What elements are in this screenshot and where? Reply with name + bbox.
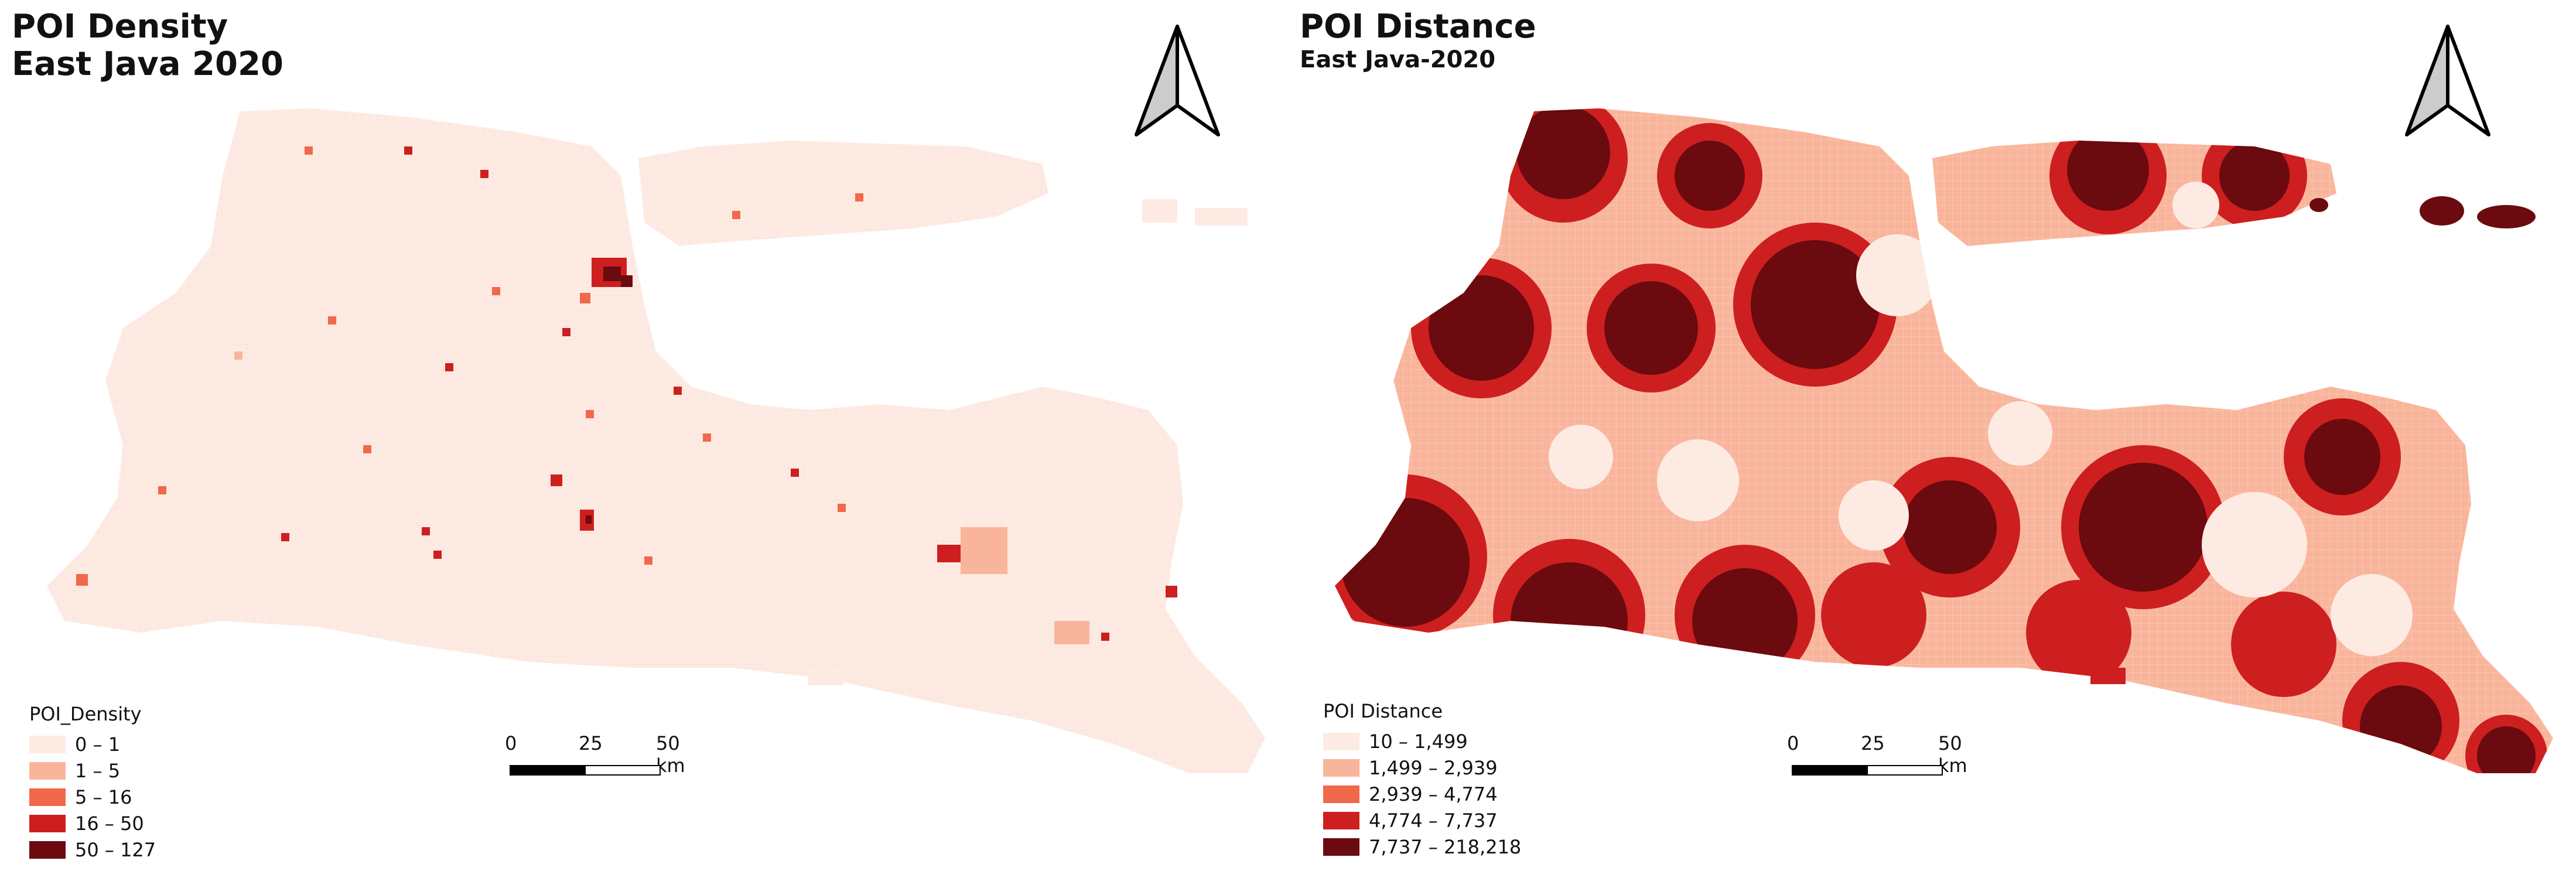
poi-density-panel: POI Density East Java 2020 POI_Density 0…	[12, 8, 1265, 863]
legend-title: POI Distance	[1323, 700, 1443, 722]
legend-swatch	[29, 788, 66, 806]
small-island	[808, 668, 843, 685]
legend-label: 4,774 – 7,737	[1369, 809, 1498, 832]
legend: POI_Density 0 – 1 1 – 5 5 – 16 16 – 50 5…	[29, 703, 156, 863]
scale-label-0: 0	[1787, 732, 1799, 754]
legend-swatch	[1323, 732, 1359, 750]
east-java-mainland	[47, 108, 1265, 773]
north-arrow-icon	[2404, 23, 2492, 141]
scale-bar: 0 25 50 km	[1787, 732, 1967, 797]
legend-label: 2,939 – 4,774	[1369, 783, 1498, 805]
legend-swatch	[29, 814, 66, 832]
scale-segment-light	[585, 765, 661, 776]
legend-swatch	[1323, 759, 1359, 777]
legend-label: 1,499 – 2,939	[1369, 756, 1498, 779]
density-cells	[76, 146, 1177, 644]
legend-item: 5 – 16	[29, 784, 156, 810]
north-arrow-icon	[1133, 23, 1221, 141]
legend: POI Distance 10 – 1,499 1,499 – 2,939 2,…	[1323, 700, 1521, 860]
map-title: POI Density East Java 2020	[12, 8, 283, 83]
scale-segment-dark	[510, 765, 586, 776]
legend-item: 1,499 – 2,939	[1323, 754, 1521, 781]
poi-density-map	[47, 108, 1265, 773]
small-island	[1195, 208, 1248, 226]
legend-label: 50 – 127	[75, 838, 156, 861]
legend-label: 7,737 – 218,218	[1369, 835, 1522, 858]
title-line-2: East Java 2020	[12, 45, 283, 83]
legend-item: 10 – 1,499	[1323, 728, 1521, 754]
title-line-1: POI Distance	[1300, 8, 1536, 46]
scale-bar: 0 25 50 km	[505, 732, 685, 797]
scale-label-50: 50 km	[1938, 732, 1967, 777]
legend-swatch	[29, 761, 66, 780]
scale-label-25: 25	[579, 732, 603, 754]
legend-swatch	[29, 841, 66, 859]
legend-swatch	[1323, 785, 1359, 803]
legend-item: 7,737 – 218,218	[1323, 834, 1521, 860]
legend-item: 0 – 1	[29, 731, 156, 757]
legend-item: 50 – 127	[29, 836, 156, 863]
scale-segment-light	[1867, 765, 1943, 776]
legend-title: POI_Density	[29, 703, 142, 725]
legend-label: 5 – 16	[75, 785, 132, 808]
legend-item: 2,939 – 4,774	[1323, 781, 1521, 807]
small-island	[1142, 199, 1177, 223]
madura-island	[638, 141, 1048, 246]
legend-label: 10 – 1,499	[1369, 730, 1468, 753]
distance-islands	[2090, 196, 2536, 684]
legend-swatch	[1323, 811, 1359, 829]
poi-distance-map	[1335, 108, 2553, 773]
legend-label: 1 – 5	[75, 759, 121, 782]
legend-swatch	[1323, 838, 1359, 856]
title-line-2: East Java-2020	[1300, 46, 1496, 73]
legend-label: 16 – 50	[75, 812, 144, 835]
legend-swatch	[29, 735, 66, 753]
legend-item: 1 – 5	[29, 757, 156, 784]
scale-label-0: 0	[505, 732, 517, 754]
title-line-1: POI Density	[12, 8, 228, 46]
scale-label-25: 25	[1861, 732, 1885, 754]
scale-label-50: 50 km	[656, 732, 685, 777]
legend-label: 0 – 1	[75, 733, 121, 756]
legend-item: 4,774 – 7,737	[1323, 807, 1521, 834]
map-title: POI Distance East Java-2020	[1300, 8, 1536, 74]
poi-distance-panel: POI Distance East Java-2020 POI Distance…	[1288, 0, 2576, 888]
legend-item: 16 – 50	[29, 810, 156, 836]
scale-segment-dark	[1792, 765, 1868, 776]
